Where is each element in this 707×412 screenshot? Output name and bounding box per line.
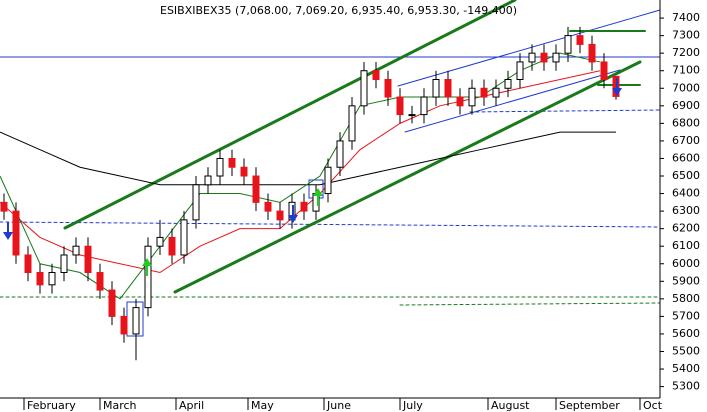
x-tick-label: August (491, 399, 530, 412)
dashed-line (399, 302, 661, 306)
candle-body (528, 52, 536, 63)
sell-arrow (612, 78, 622, 96)
candle-body (492, 87, 500, 98)
channel-line (404, 69, 621, 133)
x-tick-label: May (251, 399, 274, 412)
candle-body (516, 61, 524, 80)
candle-body (144, 245, 152, 309)
candle-body (192, 184, 200, 221)
candle-body (576, 35, 584, 45)
x-tick-label: June (326, 399, 351, 412)
candle-body (480, 87, 488, 98)
candle-body (600, 61, 608, 80)
x-tick-label: February (27, 399, 76, 412)
candle-body (96, 272, 104, 291)
candle-body (264, 201, 272, 212)
dashed-line (469, 109, 661, 113)
candle-body (252, 175, 260, 203)
y-tick-label: 6300 (672, 204, 700, 217)
candle-body (120, 315, 128, 335)
candle-body (240, 166, 248, 177)
x-tick-label: Oct (643, 399, 663, 412)
candle-body (48, 272, 56, 286)
y-tick-label: 6500 (672, 169, 700, 182)
signals (3, 78, 622, 276)
moving-average (0, 70, 601, 274)
candle-body (204, 175, 212, 186)
candle-body (276, 210, 284, 221)
candle-body (36, 272, 44, 286)
sell-arrow (288, 205, 298, 223)
y-tick-label: 5500 (672, 344, 700, 357)
chart-title: ESIBXIBEX35 (7,068.00, 7,069.20, 6,935.4… (160, 4, 517, 17)
candle-body (84, 245, 92, 274)
y-tick-label: 7100 (672, 64, 700, 77)
y-tick-label: 7400 (672, 11, 700, 24)
candle-body (444, 78, 452, 98)
candle-body (456, 96, 464, 107)
y-tick-label: 6900 (672, 99, 700, 112)
y-tick-label: 5400 (672, 362, 700, 375)
moving-average (0, 131, 616, 186)
candle-body (540, 52, 548, 63)
buy-arrow (142, 258, 152, 276)
candle-body (552, 52, 560, 63)
y-tick-label: 7000 (672, 81, 700, 94)
candle-body (384, 78, 392, 98)
y-tick-label: 6000 (672, 257, 700, 270)
candle-body (336, 140, 344, 168)
candle-body (180, 219, 188, 256)
candle-body (408, 114, 416, 117)
y-tick-label: 6600 (672, 151, 700, 164)
candle-body (504, 78, 512, 89)
x-tick-label: September (559, 399, 620, 412)
candle-body (168, 236, 176, 256)
candle-body (396, 96, 404, 116)
buy-arrow (313, 188, 323, 206)
candle-body (300, 201, 308, 212)
y-tick-label: 6400 (672, 187, 700, 200)
candle-body (60, 254, 68, 274)
candle-body (216, 157, 224, 177)
sell-arrow (3, 222, 13, 240)
y-tick-label: 5800 (672, 292, 700, 305)
candle-body (0, 201, 8, 212)
channel-line (397, 9, 661, 87)
dashed-line (0, 221, 661, 228)
x-tick-label: April (179, 399, 204, 412)
trend-line (63, 0, 517, 230)
candle-body (24, 254, 32, 274)
y-tick-label: 5700 (672, 309, 700, 322)
x-tick-label: March (103, 399, 137, 412)
y-tick-label: 5600 (672, 327, 700, 340)
candle-body (348, 105, 356, 142)
candle-body (372, 70, 380, 80)
y-tick-label: 5900 (672, 274, 700, 287)
y-tick-label: 7300 (672, 29, 700, 42)
x-tick-label: July (402, 399, 423, 412)
candle-body (564, 35, 572, 54)
candle-body (156, 236, 164, 247)
candle-body (324, 166, 332, 195)
candle-body (228, 157, 236, 168)
candle-body (72, 245, 80, 256)
candle-body (468, 87, 476, 107)
trend-line (173, 60, 642, 294)
candle-body (588, 43, 596, 63)
candle-body (432, 78, 440, 98)
y-tick-label: 6200 (672, 222, 700, 235)
candle-body (132, 307, 140, 335)
y-tick-label: 5300 (672, 380, 700, 393)
trend-lines (0, 0, 661, 337)
candle-body (360, 70, 368, 107)
candle-body (420, 96, 428, 116)
y-tick-label: 6700 (672, 134, 700, 147)
candle-body (108, 289, 116, 317)
y-tick-label: 6800 (672, 116, 700, 129)
y-tick-label: 7200 (672, 46, 700, 59)
y-tick-label: 6100 (672, 239, 700, 252)
candle-body (12, 210, 20, 256)
